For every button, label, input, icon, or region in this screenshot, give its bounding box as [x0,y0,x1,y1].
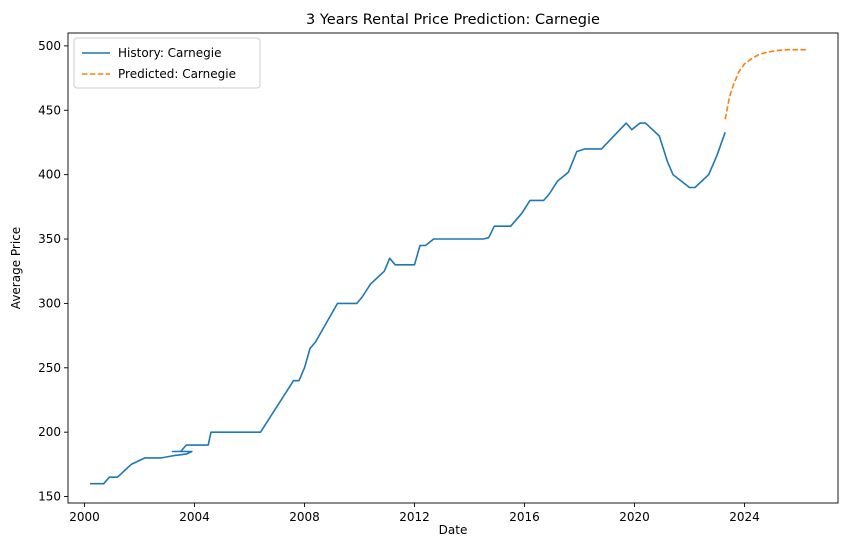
x-tick-label: 2016 [509,510,540,524]
x-tick-label: 2004 [179,510,210,524]
y-tick-label: 150 [38,490,61,504]
x-tick-label: 2008 [289,510,320,524]
plot-frame [67,32,839,504]
series-line-predicted [724,48,808,120]
plot-area [90,48,808,485]
y-tick-label: 350 [38,232,61,246]
legend-label: History: Carnegie [118,46,221,60]
y-axis-title: Average Price [9,227,23,309]
y-tick-label: 250 [38,361,61,375]
y-tick-label: 200 [38,425,61,439]
x-axis-title: Date [439,523,468,537]
y-tick-label: 400 [38,168,61,182]
legend: History: Carnegie Predicted: Carnegie [73,37,261,89]
chart-title: 3 Years Rental Price Prediction: Carnegi… [306,12,600,28]
y-tick-label: 450 [38,103,61,117]
x-tick-label: 2020 [619,510,650,524]
x-tick-label: 2000 [69,510,100,524]
legend-label: Predicted: Carnegie [118,67,236,81]
axes: 2000 2004 2008 2012 2016 2020 2024 150 200 250 300… [38,32,839,524]
y-tick-label: 300 [38,296,61,310]
x-tick-label: 2012 [399,510,430,524]
x-tick-label: 2024 [729,510,760,524]
y-tick-label: 500 [38,39,61,53]
series-line-history [90,122,726,485]
legend-box [73,37,261,89]
